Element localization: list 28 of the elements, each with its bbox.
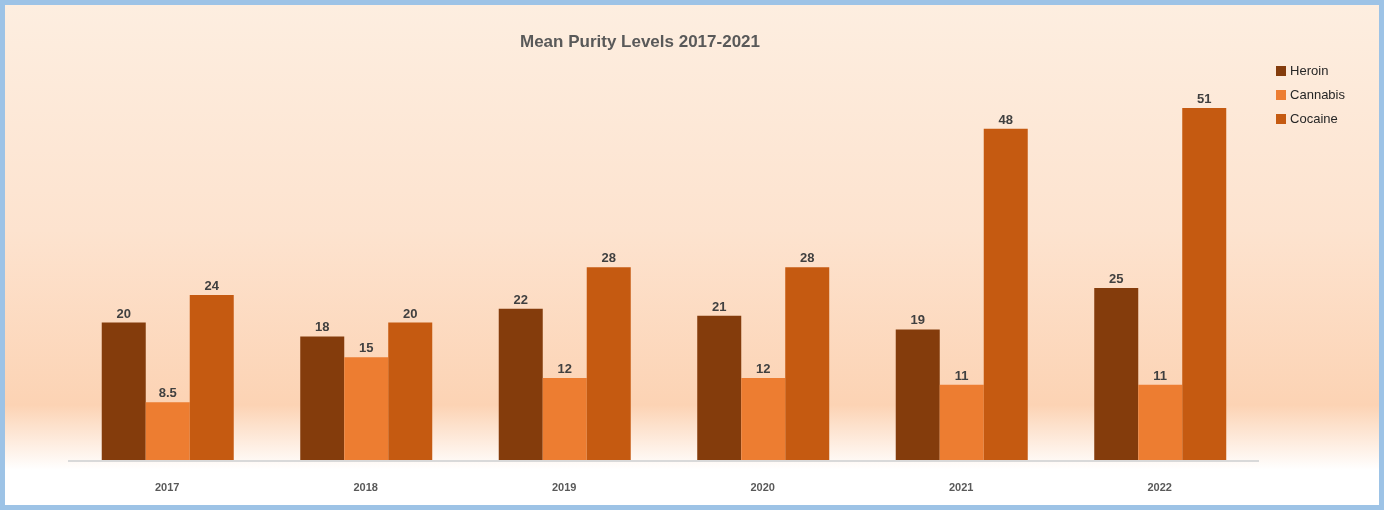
data-label: 11 (1153, 367, 1168, 383)
x-tick-label: 2019 (552, 481, 577, 493)
data-label: 28 (800, 250, 815, 266)
data-label: 48 (998, 111, 1013, 127)
data-label: 11 (954, 367, 969, 383)
x-tick-label: 2022 (1147, 481, 1172, 493)
x-tick-label: 2017 (155, 481, 180, 493)
data-label: 28 (601, 250, 616, 266)
data-label: 25 (1109, 270, 1124, 286)
data-label: 20 (403, 305, 418, 321)
legend-label: Cannabis (1290, 87, 1345, 102)
x-tick-label: 2020 (750, 481, 775, 493)
data-label: 20 (116, 305, 131, 321)
legend-label: Heroin (1290, 63, 1329, 78)
data-label: 51 (1197, 91, 1212, 106)
chart-title: Mean Purity Levels 2017-2021 (519, 32, 761, 52)
data-label: 8.5 (158, 385, 177, 401)
x-tick-label: 2018 (353, 481, 378, 493)
data-label: 12 (756, 360, 771, 376)
data-label: 24 (204, 277, 220, 293)
x-tick-label: 2021 (949, 481, 974, 493)
data-label: 19 (910, 312, 925, 328)
data-label: 12 (557, 360, 572, 376)
data-label: 21 (712, 298, 727, 314)
data-label: 15 (359, 340, 374, 356)
data-label: 22 (513, 291, 528, 307)
data-label: 18 (315, 319, 330, 335)
legend-label: Cocaine (1290, 111, 1338, 126)
